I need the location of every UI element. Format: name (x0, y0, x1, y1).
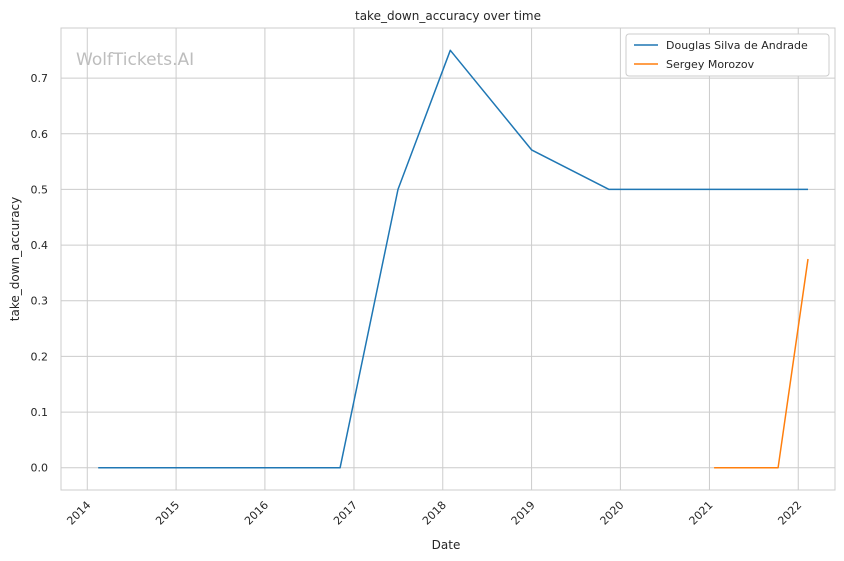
x-tick-label: 2017 (331, 499, 360, 528)
x-tick-label: 2022 (775, 499, 804, 528)
x-tick-label: 2021 (687, 499, 716, 528)
y-axis-label: take_down_accuracy (8, 197, 22, 321)
plot-frame (60, 27, 836, 491)
x-axis-ticks: 2014 2015 2016 2017 2018 2019 2020 2021 2022 (64, 499, 804, 528)
series-line-0 (98, 49, 808, 469)
legend-box (625, 33, 830, 77)
y-tick-label: 0.0 (31, 462, 49, 475)
y-tick-label: 0.7 (31, 72, 49, 85)
legend: Douglas Silva de Andrade Sergey Morozov (625, 33, 830, 77)
x-tick-label: 2015 (153, 499, 182, 528)
x-tick-label: 2018 (420, 499, 449, 528)
series-line-1 (714, 258, 809, 469)
plot-area (61, 28, 835, 490)
series-layer (98, 49, 809, 469)
grid (61, 28, 835, 490)
y-tick-label: 0.5 (31, 183, 49, 196)
x-tick-label: 2016 (242, 499, 271, 528)
chart-title: take_down_accuracy over time (355, 9, 541, 23)
x-tick-label: 2019 (509, 499, 538, 528)
x-tick-label: 2014 (64, 499, 93, 528)
y-tick-label: 0.6 (31, 128, 49, 141)
y-tick-label: 0.4 (31, 239, 49, 252)
y-axis-ticks: 0.0 0.1 0.2 0.3 0.4 0.5 0.6 0.7 (31, 72, 49, 475)
y-tick-label: 0.1 (31, 406, 49, 419)
y-tick-label: 0.3 (31, 295, 49, 308)
y-tick-label: 0.2 (31, 350, 49, 363)
x-tick-label: 2020 (598, 499, 627, 528)
x-axis-label: Date (432, 538, 461, 552)
legend-entry: Sergey Morozov (666, 58, 755, 71)
legend-entry: Douglas Silva de Andrade (666, 39, 808, 52)
watermark: WolfTickets.AI (76, 50, 194, 70)
